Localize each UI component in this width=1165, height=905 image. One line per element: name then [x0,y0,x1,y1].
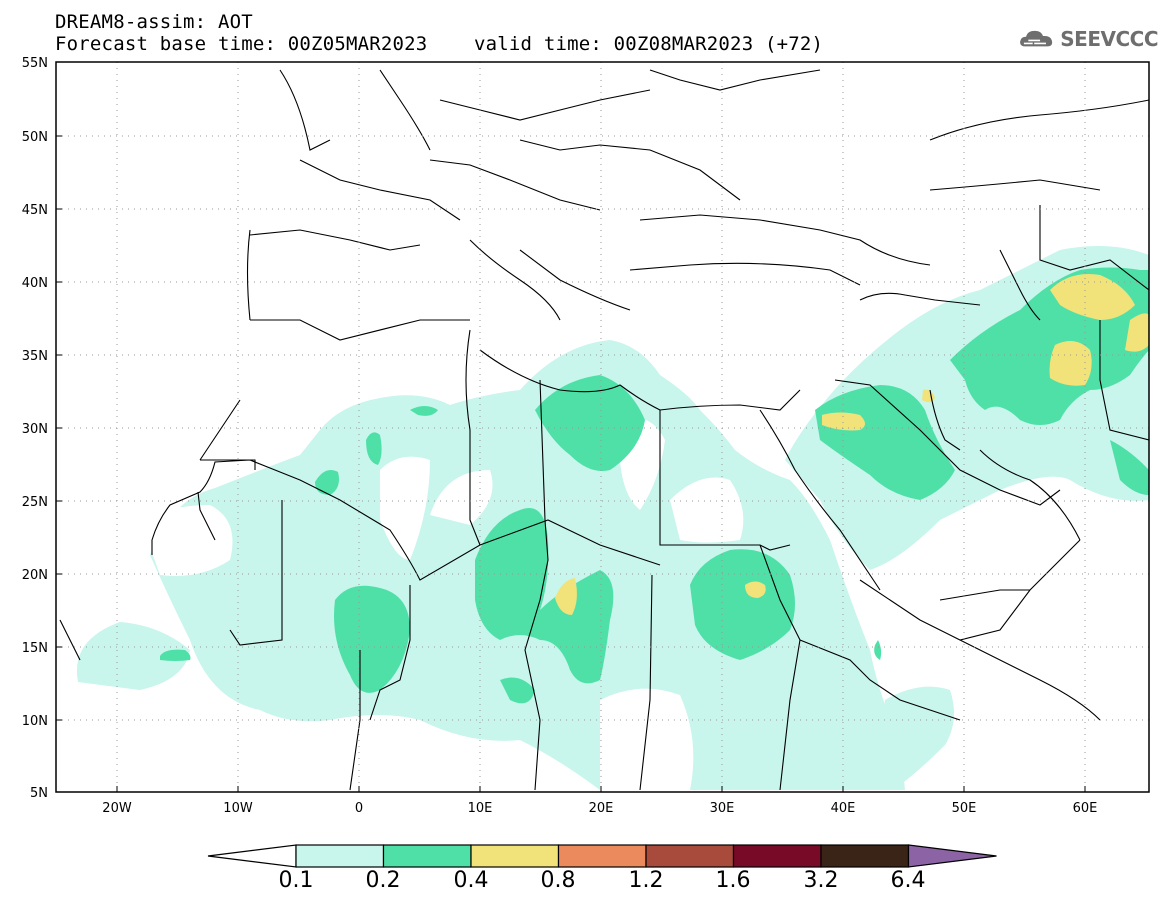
colorbar-box [557,844,647,868]
map-title: DREAM8-assim: AOT [55,11,253,33]
colorbar-label: 1.2 [628,868,664,893]
lat-label: 35N [22,349,48,364]
colorbar-box [645,844,735,868]
colorbar-label: 0.2 [365,868,401,893]
lat-label: 30N [22,422,48,437]
cloud-icon [1020,30,1053,47]
colorbar-box [295,844,385,868]
map-frame [55,61,1150,793]
lat-label: 55N [22,56,48,71]
lat-label: 45N [22,203,48,218]
lat-label: 15N [22,641,48,656]
lat-label: 20N [22,568,48,583]
lat-label: 10N [22,714,48,729]
colorbar-over-arrow [907,844,997,868]
colorbar-box [470,844,560,868]
lon-label: 0 [355,801,363,816]
lon-label: 20E [589,801,614,816]
colorbar-label: 0.4 [453,868,489,893]
colorbar-label: 6.4 [890,868,926,893]
lon-label: 40E [831,801,856,816]
seevccc-logo: SEEVCCC [1018,22,1158,56]
lat-label: 50N [22,130,48,145]
logo-text: SEEVCCC [1060,27,1158,51]
colorbar-box [820,844,910,868]
colorbar-under-arrow [207,844,297,868]
colorbar-box [732,844,822,868]
colorbar-label: 3.2 [803,868,839,893]
colorbar-label: 1.6 [715,868,751,893]
colorbar-label: 0.8 [540,868,576,893]
lon-label: 60E [1073,801,1098,816]
lon-label: 30E [710,801,735,816]
lat-label: 5N [30,786,48,801]
lat-label: 40N [22,276,48,291]
lon-label: 50E [952,801,977,816]
lon-label: 10E [468,801,493,816]
colorbar-label: 0.1 [278,868,314,893]
forecast-times: Forecast base time: 00Z05MAR2023 valid t… [55,33,824,55]
aot-fields [56,62,1149,792]
lon-label: 10W [223,801,253,816]
colorbar-box [382,844,472,868]
lon-label: 20W [102,801,132,816]
lat-label: 25N [22,495,48,510]
colorbar [207,844,997,868]
